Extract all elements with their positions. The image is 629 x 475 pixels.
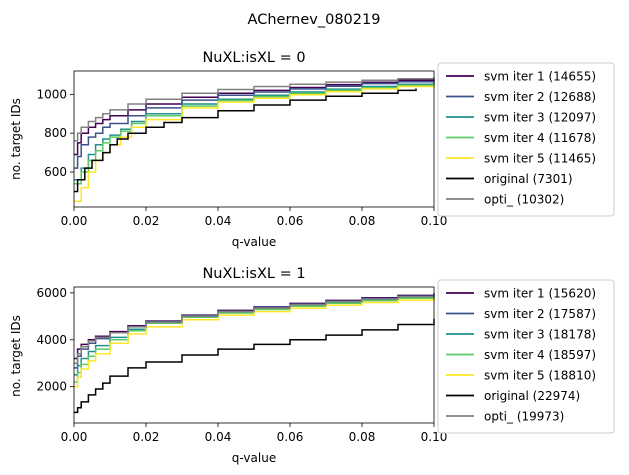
x-tick-label: 0.06 xyxy=(277,430,304,444)
legend-label: svm iter 3 (18178) xyxy=(484,328,596,342)
y-tick-label: 800 xyxy=(44,126,67,140)
figure-suptitle: AChernev_080219 xyxy=(248,12,381,28)
series-line-6 xyxy=(74,88,417,193)
x-axis-label: q-value xyxy=(232,451,276,465)
legend-box xyxy=(437,62,615,217)
legend: svm iter 1 (15620) svm iter 2 (17587) svm … xyxy=(437,279,615,434)
legend-label: svm iter 5 (11465) xyxy=(484,152,596,166)
legend-label: svm iter 1 (15620) xyxy=(484,287,596,301)
x-tick-label: 0.08 xyxy=(349,430,376,444)
axes-frame xyxy=(73,286,435,424)
legend: svm iter 1 (14655) svm iter 2 (12688) svm … xyxy=(437,62,615,217)
x-tick-label: 0.06 xyxy=(277,214,304,228)
series-line-6 xyxy=(74,318,435,414)
x-tick-label: 0.08 xyxy=(349,214,376,228)
x-tick-label: 0.10 xyxy=(421,430,448,444)
series-line-4 xyxy=(74,83,435,185)
series-line-5 xyxy=(74,84,435,202)
legend-label: svm iter 1 (14655) xyxy=(484,70,596,84)
plot-area: 0.00 0.02 0.04 0.06 0.08 0.10 2000 4000 6000 xyxy=(36,286,447,444)
y-tick-label: 6000 xyxy=(36,286,67,300)
y-axis-label: no. target IDs xyxy=(9,98,23,180)
plot-area: 0.00 0.02 0.04 0.06 0.08 0.10 600 800 1000 xyxy=(36,70,448,228)
legend-label: svm iter 4 (11678) xyxy=(484,131,596,145)
subplot-title: NuXL:isXL = 1 xyxy=(202,266,305,282)
subplot-title: NuXL:isXL = 0 xyxy=(202,50,305,66)
legend-label: svm iter 4 (18597) xyxy=(484,348,596,362)
y-tick-label: 2000 xyxy=(36,380,67,394)
x-tick-label: 0.00 xyxy=(61,430,88,444)
legend-label: svm iter 5 (18810) xyxy=(484,369,596,383)
x-tick-label: 0.00 xyxy=(61,214,88,228)
y-tick-label: 600 xyxy=(44,165,67,179)
y-axis-label: no. target IDs xyxy=(9,315,23,397)
legend-label: svm iter 2 (17587) xyxy=(484,307,596,321)
series-line-7 xyxy=(74,294,435,364)
x-tick-label: 0.04 xyxy=(205,214,232,228)
legend-label: opti_ (19973) xyxy=(484,410,564,424)
legend-label: svm iter 3 (12097) xyxy=(484,111,596,125)
x-tick-label: 0.02 xyxy=(133,214,160,228)
axes-frame xyxy=(73,70,435,208)
legend-label: original (7301) xyxy=(484,172,573,186)
legend-box xyxy=(437,279,615,434)
series-line-5 xyxy=(74,298,435,388)
y-tick-label: 4000 xyxy=(36,333,67,347)
series-line-2 xyxy=(74,79,435,169)
series-line-7 xyxy=(74,77,435,142)
legend-label: original (22974) xyxy=(484,389,580,403)
subplot-isxl-0: NuXL:isXL = 0 0.00 0.02 0.04 0.06 0.08 0.10 60… xyxy=(9,50,615,249)
legend-label: opti_ (10302) xyxy=(484,193,564,207)
x-tick-label: 0.02 xyxy=(133,430,160,444)
x-tick-label: 0.04 xyxy=(205,430,232,444)
legend-label: svm iter 2 (12688) xyxy=(484,90,596,104)
x-axis-label: q-value xyxy=(232,235,276,249)
subplot-isxl-1: NuXL:isXL = 1 0.00 0.02 0.04 0.06 0.08 0.10 20… xyxy=(9,266,615,465)
y-tick-label: 1000 xyxy=(36,87,67,101)
x-tick-label: 0.10 xyxy=(421,214,448,228)
